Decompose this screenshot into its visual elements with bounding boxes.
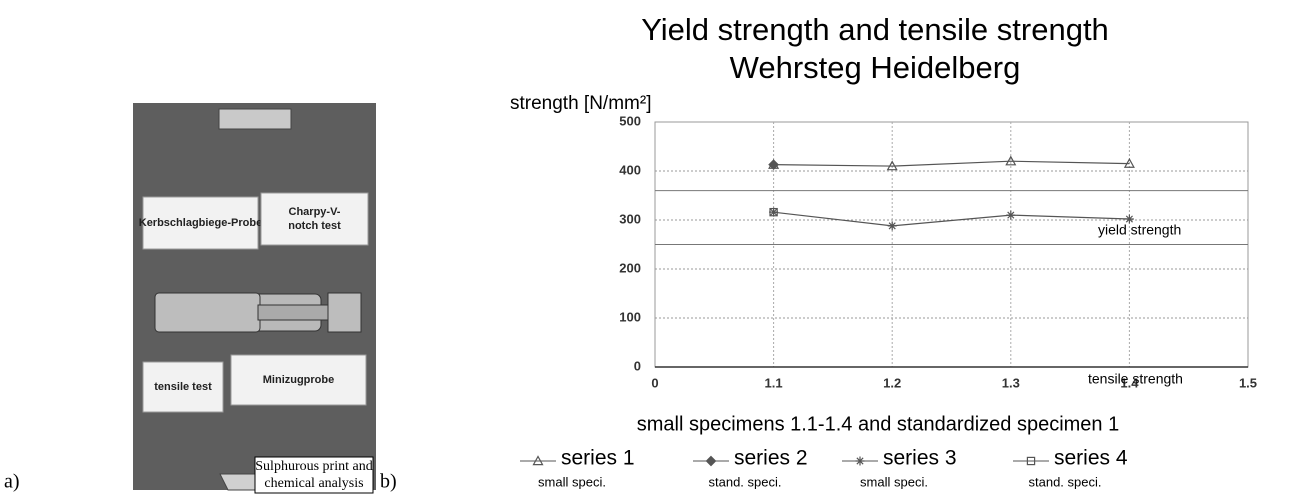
y-tick-label: 400 <box>619 162 641 177</box>
x-tick-label: 1.4 <box>1120 375 1139 390</box>
marker <box>886 160 898 171</box>
y-tick-label: 200 <box>619 260 641 275</box>
label-card <box>260 192 369 246</box>
legend-label: series 4 <box>1054 447 1128 470</box>
label-card <box>142 196 259 250</box>
legend-label: series 1 <box>561 447 635 470</box>
note-text: Sulphurous print and <box>255 459 372 474</box>
label-card <box>230 354 367 406</box>
card-text: tensile test <box>154 381 212 393</box>
panel-label: a) <box>4 471 20 493</box>
marker <box>1123 157 1135 168</box>
specimen-head <box>327 292 362 333</box>
marker <box>887 221 897 231</box>
y-tick-label: 300 <box>619 211 641 226</box>
marker <box>769 207 779 217</box>
x-tick-label: 1.1 <box>765 375 783 390</box>
x-tick-label: 1.3 <box>1002 375 1020 390</box>
y-tick-label: 500 <box>619 113 641 128</box>
legend-label: series 2 <box>734 447 808 470</box>
marker <box>769 207 778 217</box>
marker <box>1124 214 1134 224</box>
legend-note: stand. speci. <box>709 474 782 489</box>
specimen-bar <box>218 108 292 130</box>
series-line <box>773 211 1130 227</box>
card-text: notch test <box>288 220 341 232</box>
note-box <box>254 456 374 494</box>
label-card <box>142 361 224 413</box>
marker <box>768 159 779 170</box>
card-text: Charpy-V- <box>289 206 341 218</box>
x-tick-label: 1.5 <box>1239 375 1257 390</box>
legend-note: stand. speci. <box>1029 474 1102 489</box>
x-tick-label: 1.2 <box>883 375 901 390</box>
series-line <box>773 160 1130 167</box>
y-tick-label: 100 <box>619 309 641 324</box>
legend-note: small speci. <box>860 474 928 489</box>
legend-note: small speci. <box>538 474 606 489</box>
legend-label: series 3 <box>883 447 957 470</box>
marker <box>705 455 717 467</box>
card-text: Minizugprobe <box>263 374 335 386</box>
specimen-neck <box>257 304 329 321</box>
marker <box>1005 155 1017 166</box>
marker <box>1026 456 1036 466</box>
annotation: tensile strength <box>1088 371 1183 387</box>
chart-title: Yield strength and tensile strength <box>641 12 1109 47</box>
specimen-head <box>154 292 261 333</box>
panel-label: b) <box>380 471 397 493</box>
y-axis-label: strength [N/mm²] <box>510 93 651 114</box>
marker <box>1006 210 1016 220</box>
x-axis-label: small specimens 1.1-1.4 and standardized… <box>637 413 1119 435</box>
note-text: chemical analysis <box>264 476 363 491</box>
chart-title: Wehrsteg Heidelberg <box>730 50 1021 85</box>
marker <box>855 456 865 466</box>
card-text: Kerbschlagbiege-Probe <box>139 217 262 229</box>
marker <box>532 455 544 466</box>
y-tick-label: 0 <box>634 358 641 373</box>
annotation: yield strength <box>1098 222 1181 238</box>
x-tick-label: 0 <box>651 375 658 390</box>
